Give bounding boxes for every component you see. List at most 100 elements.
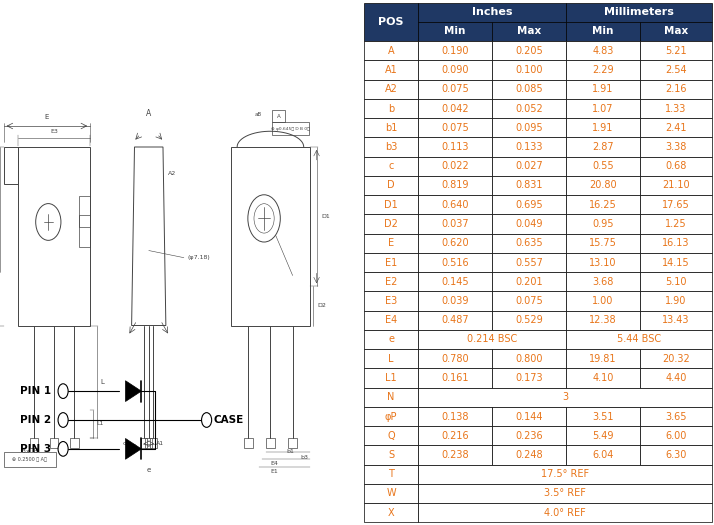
Bar — [492, 195, 566, 214]
Text: 5.44 BSC: 5.44 BSC — [617, 334, 661, 344]
Text: 20.32: 20.32 — [663, 354, 690, 364]
Text: c: c — [123, 441, 126, 446]
Text: L1: L1 — [96, 422, 104, 426]
Text: 1.90: 1.90 — [665, 296, 687, 306]
Bar — [418, 22, 492, 41]
Bar — [150, 438, 156, 448]
Bar — [364, 369, 418, 387]
Bar — [364, 80, 418, 99]
Bar — [418, 214, 492, 234]
Bar — [566, 445, 640, 465]
Bar — [418, 3, 566, 22]
Bar — [364, 465, 418, 484]
Text: 19.81: 19.81 — [589, 354, 617, 364]
Text: 1.00: 1.00 — [593, 296, 614, 306]
Bar — [364, 291, 418, 311]
Text: 4.83: 4.83 — [593, 46, 614, 56]
Bar — [640, 214, 713, 234]
Bar — [79, 196, 90, 227]
Bar — [566, 118, 640, 138]
Bar — [364, 156, 418, 176]
Bar — [492, 369, 566, 387]
Text: 0.95: 0.95 — [592, 219, 614, 229]
Bar — [640, 195, 713, 214]
Text: Min: Min — [593, 26, 614, 37]
Bar — [640, 253, 713, 272]
Text: D2: D2 — [384, 219, 398, 229]
Bar — [492, 60, 566, 80]
Text: 0.113: 0.113 — [441, 142, 469, 152]
Bar — [364, 3, 418, 41]
Bar — [640, 118, 713, 138]
Bar — [79, 215, 90, 247]
Text: b1: b1 — [385, 123, 397, 133]
Bar — [364, 118, 418, 138]
Bar — [364, 41, 418, 60]
Bar — [566, 311, 640, 330]
Text: 3.68: 3.68 — [593, 277, 614, 287]
Text: 0.236: 0.236 — [516, 430, 543, 441]
Text: 0.238: 0.238 — [441, 450, 469, 460]
Text: 1.91: 1.91 — [593, 123, 614, 133]
Text: 3.51: 3.51 — [592, 412, 614, 422]
Bar — [566, 349, 640, 369]
Text: 2.87: 2.87 — [592, 142, 614, 152]
Text: A1: A1 — [156, 441, 164, 446]
Text: 4.10: 4.10 — [593, 373, 614, 383]
Bar — [418, 272, 492, 291]
Bar — [418, 369, 492, 387]
Bar — [418, 311, 492, 330]
Text: 0.075: 0.075 — [441, 84, 469, 94]
Bar — [566, 156, 640, 176]
Bar — [566, 41, 640, 60]
Text: 2.29: 2.29 — [592, 65, 614, 75]
Text: 0.133: 0.133 — [516, 142, 543, 152]
Bar — [492, 253, 566, 272]
Bar — [566, 195, 640, 214]
Bar — [566, 176, 640, 195]
Text: T: T — [388, 469, 394, 479]
Text: 4.40: 4.40 — [665, 373, 687, 383]
Bar — [418, 118, 492, 138]
Text: 0.190: 0.190 — [441, 46, 469, 56]
Bar — [418, 387, 713, 407]
Text: 0.201: 0.201 — [516, 277, 543, 287]
Bar — [418, 426, 492, 445]
Text: 4.0° REF: 4.0° REF — [544, 508, 586, 518]
Bar — [640, 311, 713, 330]
Bar — [266, 438, 275, 448]
Text: 16.25: 16.25 — [589, 200, 617, 210]
Bar — [288, 438, 297, 448]
Bar — [4, 452, 56, 467]
Bar — [364, 445, 418, 465]
Text: Millimeters: Millimeters — [604, 7, 674, 17]
Text: 0.780: 0.780 — [441, 354, 469, 364]
Bar — [418, 330, 566, 349]
Bar — [640, 99, 713, 118]
Polygon shape — [126, 438, 141, 459]
Text: A2: A2 — [385, 84, 398, 94]
Text: 0.173: 0.173 — [516, 373, 543, 383]
Text: D1: D1 — [384, 200, 398, 210]
Bar — [364, 330, 418, 349]
Bar — [364, 503, 418, 522]
Bar — [364, 253, 418, 272]
Text: 6.00: 6.00 — [665, 430, 687, 441]
Text: 0.248: 0.248 — [516, 450, 543, 460]
Text: b3: b3 — [301, 455, 308, 460]
Text: b3: b3 — [385, 142, 397, 152]
Polygon shape — [126, 381, 141, 402]
Text: 0.075: 0.075 — [516, 296, 543, 306]
Bar — [566, 407, 640, 426]
Text: (φ7.18): (φ7.18) — [188, 255, 210, 260]
Text: A: A — [146, 109, 151, 118]
Bar — [566, 291, 640, 311]
Text: 0.214 BSC: 0.214 BSC — [467, 334, 517, 344]
Bar — [566, 60, 640, 80]
Bar — [364, 387, 418, 407]
Text: PIN 2: PIN 2 — [20, 415, 51, 425]
Text: 2.41: 2.41 — [665, 123, 687, 133]
Text: 0.145: 0.145 — [441, 277, 469, 287]
Bar — [364, 426, 418, 445]
Text: 0.052: 0.052 — [516, 103, 543, 113]
